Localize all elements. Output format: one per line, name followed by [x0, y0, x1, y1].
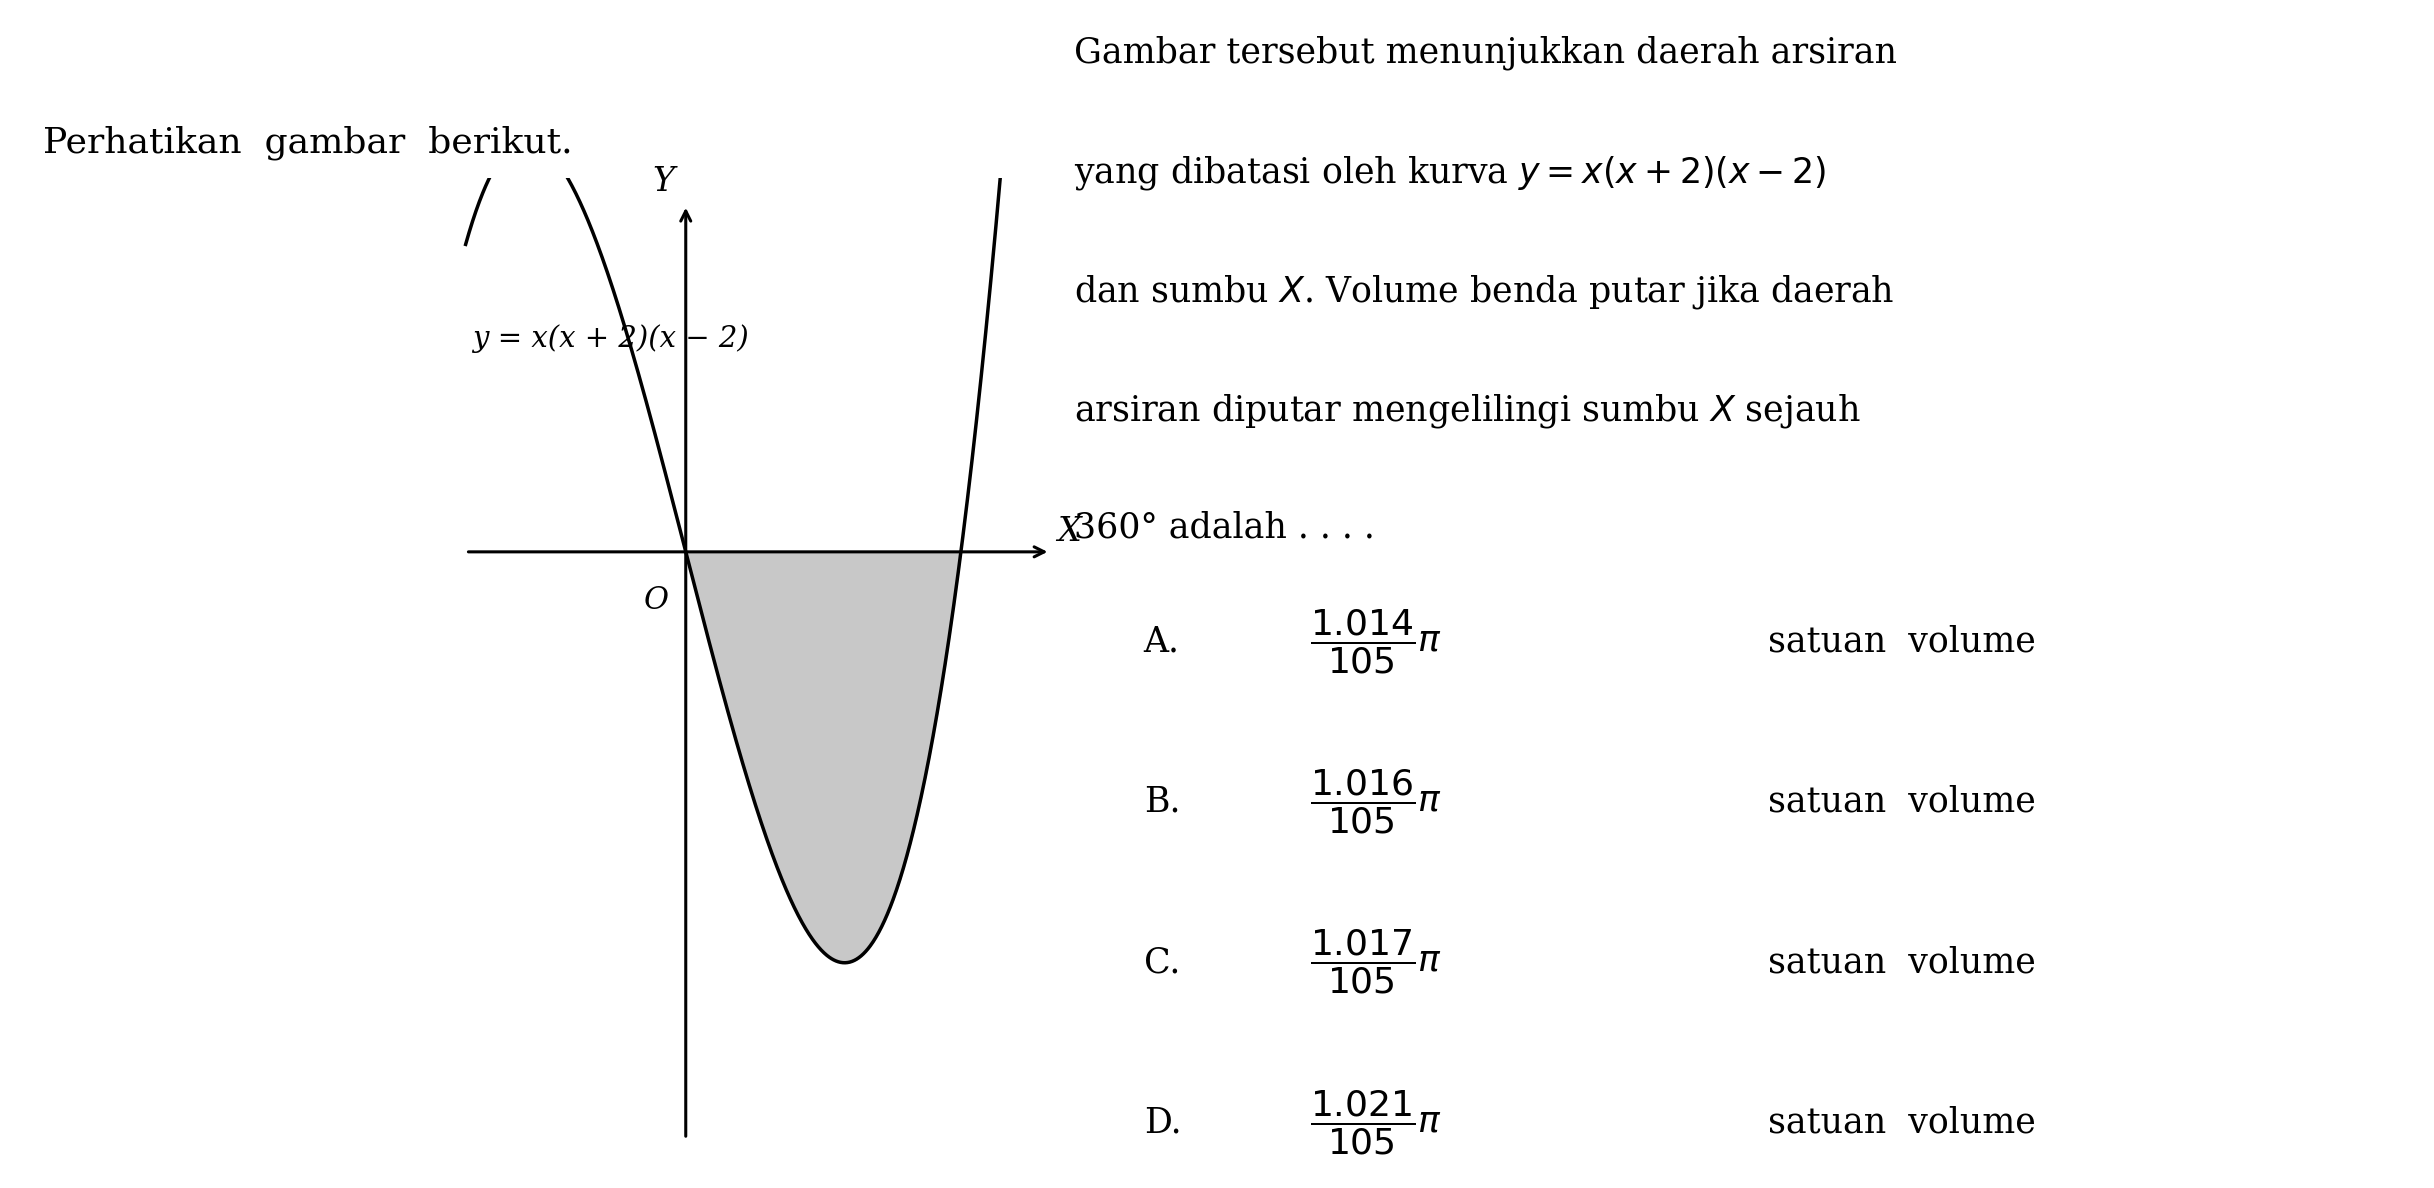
Text: D.: D. — [1144, 1106, 1180, 1139]
Text: Gambar tersebut menunjukkan daerah arsiran: Gambar tersebut menunjukkan daerah arsir… — [1073, 36, 1899, 70]
Text: $\dfrac{1.014}{105}\pi$: $\dfrac{1.014}{105}\pi$ — [1309, 607, 1443, 676]
Text: 360° adalah . . . .: 360° adalah . . . . — [1073, 511, 1375, 545]
Text: O: O — [645, 586, 669, 617]
Text: A.: A. — [1144, 625, 1180, 658]
Text: C.: C. — [1144, 946, 1180, 979]
Text: $\dfrac{1.017}{105}\pi$: $\dfrac{1.017}{105}\pi$ — [1309, 928, 1443, 997]
Text: Perhatikan  gambar  berikut.: Perhatikan gambar berikut. — [44, 125, 572, 160]
Text: satuan  volume: satuan volume — [1767, 785, 2035, 819]
Text: satuan  volume: satuan volume — [1767, 946, 2035, 979]
Text: y = x(x + 2)(x − 2): y = x(x + 2)(x − 2) — [472, 324, 750, 353]
Text: $\dfrac{1.016}{105}\pi$: $\dfrac{1.016}{105}\pi$ — [1309, 767, 1443, 836]
Text: Y: Y — [652, 166, 674, 198]
Text: X: X — [1056, 516, 1081, 548]
Text: B.: B. — [1144, 785, 1180, 819]
Text: arsiran diputar mengelilingi sumbu $X$ sejauh: arsiran diputar mengelilingi sumbu $X$ s… — [1073, 392, 1862, 430]
Text: yang dibatasi oleh kurva $y = x(x + 2)(x - 2)$: yang dibatasi oleh kurva $y = x(x + 2)(x… — [1073, 154, 1826, 192]
Text: $\dfrac{1.021}{105}\pi$: $\dfrac{1.021}{105}\pi$ — [1309, 1088, 1443, 1157]
Text: dan sumbu $X$. Volume benda putar jika daerah: dan sumbu $X$. Volume benda putar jika d… — [1073, 273, 1894, 311]
Text: satuan  volume: satuan volume — [1767, 1106, 2035, 1139]
Text: satuan  volume: satuan volume — [1767, 625, 2035, 658]
